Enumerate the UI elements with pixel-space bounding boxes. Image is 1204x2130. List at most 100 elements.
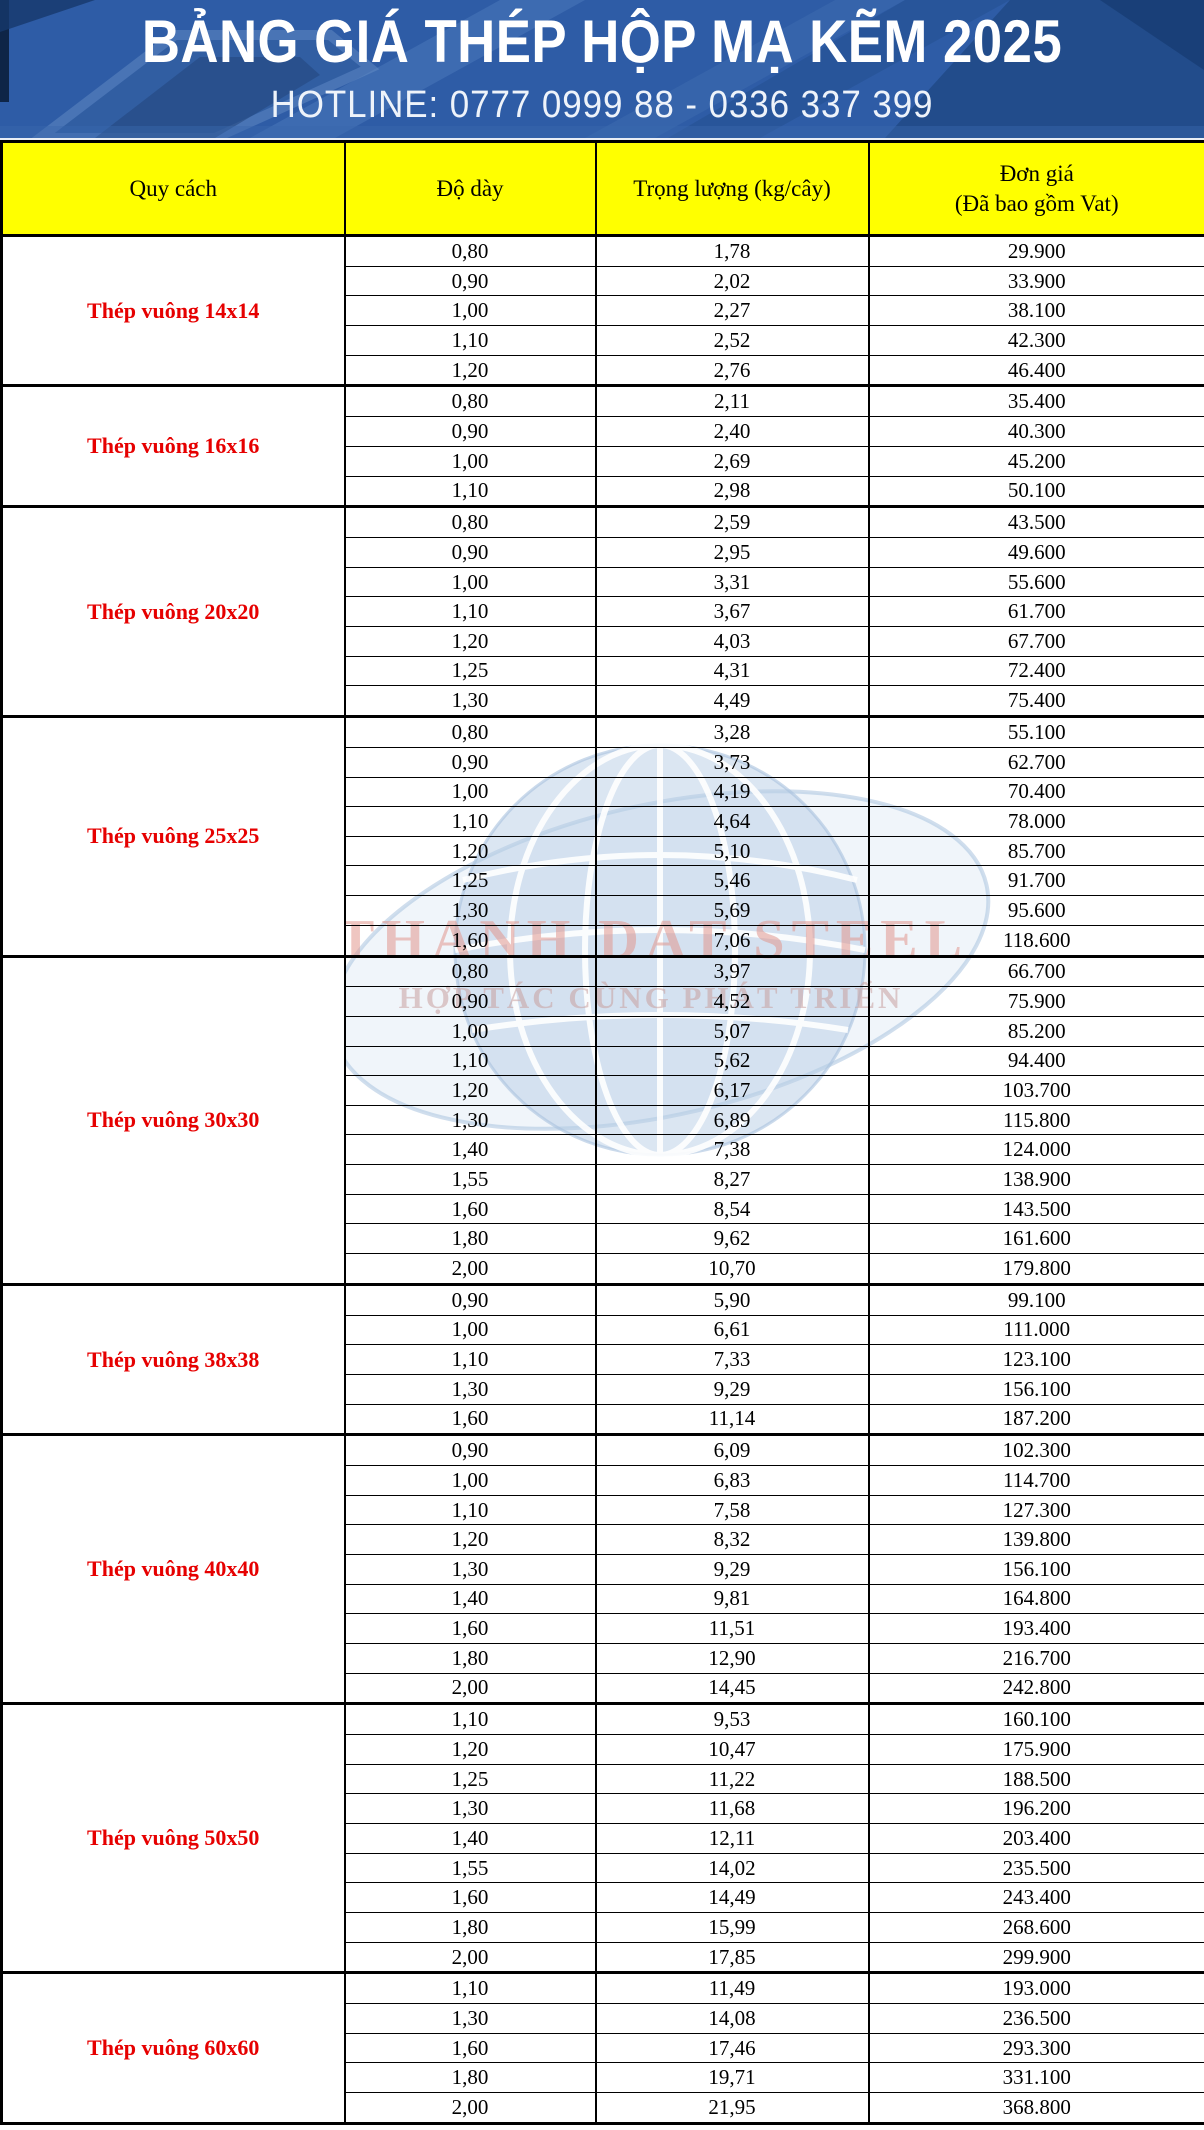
weight-cell: 10,47	[594, 1734, 870, 1765]
thickness-cell: 1,20	[343, 835, 597, 867]
thickness-cell: 0,90	[343, 746, 597, 778]
table-row: 1,20 4,03 67.700	[2, 626, 1204, 657]
thickness-cell: 1,80	[343, 1642, 597, 1674]
thickness-cell: 1,60	[343, 1613, 597, 1644]
price-cell: 85.700	[867, 835, 1204, 867]
weight-cell: 6,89	[594, 1104, 870, 1136]
weight-cell: 2,76	[594, 354, 870, 387]
price-cell: 193.000	[867, 1971, 1204, 2005]
price-cell: 91.700	[867, 865, 1204, 897]
price-cell: 62.700	[867, 746, 1204, 778]
price-cell: 331.100	[867, 2062, 1204, 2094]
weight-cell: 3,28	[594, 715, 870, 748]
price-cell: 193.400	[867, 1613, 1204, 1644]
weight-cell: 9,29	[594, 1373, 870, 1405]
header-price: Đơn giá (Đã bao gồm Vat)	[867, 140, 1204, 237]
table-row: 0,90 2,95 49.600	[2, 537, 1204, 568]
table-row: 1,30 11,68 196.200	[2, 1793, 1204, 1825]
price-cell: 85.200	[867, 1015, 1204, 1047]
thickness-cell: 1,25	[343, 655, 597, 687]
price-table-body: Thép vuông 14x14 0,80 1,78 29.900 0,90 2,02 33…	[0, 233, 1204, 2124]
price-cell: 235.500	[867, 1852, 1204, 1884]
thickness-cell: 0,80	[343, 505, 597, 539]
banner-title: BẢNG GIÁ THÉP HỘP MẠ KẼM 2025	[141, 8, 1063, 75]
price-cell: 66.700	[867, 954, 1204, 988]
table-row: Thép vuông 50x50 1,10 9,53 160.100	[0, 1702, 1204, 1974]
table-row: 2,00 21,95 368.800	[2, 2092, 1204, 2124]
price-cell: 115.800	[867, 1104, 1204, 1136]
price-cell: 164.800	[867, 1583, 1204, 1615]
price-cell: 187.200	[867, 1403, 1204, 1436]
thickness-cell: 1,55	[343, 1164, 597, 1195]
price-cell: 55.100	[867, 715, 1204, 748]
thickness-cell: 0,90	[343, 416, 597, 447]
weight-cell: 5,46	[594, 865, 870, 897]
weight-cell: 11,49	[594, 1971, 870, 2005]
price-cell: 203.400	[867, 1823, 1204, 1854]
price-cell: 138.900	[867, 1164, 1204, 1195]
table-row: 1,00 6,83 114.700	[2, 1465, 1204, 1496]
price-cell: 114.700	[867, 1465, 1204, 1496]
price-cell: 243.400	[867, 1882, 1204, 1913]
price-cell: 46.400	[867, 354, 1204, 387]
weight-cell: 2,98	[594, 475, 870, 508]
thickness-cell: 1,30	[343, 895, 597, 926]
thickness-cell: 1,00	[343, 776, 597, 808]
table-row: Thép vuông 25x25 0,80 3,28 55.100	[0, 715, 1204, 957]
banner: BẢNG GIÁ THÉP HỘP MẠ KẼM 2025 HOTLINE: 0…	[0, 0, 1204, 138]
weight-cell: 5,69	[594, 895, 870, 926]
weight-cell: 1,78	[594, 234, 870, 267]
thickness-cell: 2,00	[343, 2092, 597, 2124]
thickness-cell: 1,40	[343, 1583, 597, 1615]
thickness-cell: 1,60	[343, 1882, 597, 1913]
thickness-cell: 1,20	[343, 1075, 597, 1106]
price-cell: 175.900	[867, 1734, 1204, 1765]
weight-cell: 2,27	[594, 295, 870, 327]
thickness-cell: 1,30	[343, 1554, 597, 1585]
thickness-cell: 1,10	[343, 325, 597, 356]
price-cell: 50.100	[867, 475, 1204, 508]
weight-cell: 9,62	[594, 1223, 870, 1255]
price-cell: 38.100	[867, 295, 1204, 327]
thickness-cell: 1,80	[343, 1911, 597, 1943]
table-row: 1,00 3,31 55.600	[2, 566, 1204, 598]
thickness-cell: 1,60	[343, 924, 597, 957]
thickness-cell: 1,00	[343, 1015, 597, 1047]
spec-group-label: Thép vuông 38x38	[0, 1282, 346, 1436]
thickness-cell: 1,10	[343, 806, 597, 837]
weight-cell: 3,67	[594, 596, 870, 628]
thickness-cell: 1,30	[343, 1104, 597, 1136]
price-cell: 29.900	[867, 234, 1204, 267]
price-cell: 33.900	[867, 265, 1204, 297]
thickness-cell: 1,10	[343, 1702, 597, 1736]
weight-cell: 3,97	[594, 954, 870, 988]
weight-cell: 6,83	[594, 1465, 870, 1496]
thickness-cell: 0,90	[343, 986, 597, 1017]
price-cell: 118.600	[867, 924, 1204, 957]
weight-cell: 14,49	[594, 1882, 870, 1913]
weight-cell: 7,58	[594, 1494, 870, 1526]
spec-group-label: Thép vuông 25x25	[0, 715, 346, 957]
price-table: Quy cách Độ dày Trọng lượng (kg/cây) Đơn…	[0, 140, 1204, 2125]
price-cell: 236.500	[867, 2003, 1204, 2034]
weight-cell: 6,09	[594, 1433, 870, 1467]
thickness-cell: 1,10	[343, 475, 597, 508]
weight-cell: 5,07	[594, 1015, 870, 1047]
price-cell: 139.800	[867, 1524, 1204, 1556]
price-cell: 94.400	[867, 1045, 1204, 1077]
thickness-cell: 1,10	[343, 1045, 597, 1077]
weight-cell: 2,95	[594, 537, 870, 568]
thickness-cell: 1,00	[343, 1314, 597, 1346]
weight-cell: 3,31	[594, 566, 870, 598]
table-row: 1,10 7,33 123.100	[2, 1344, 1204, 1375]
price-cell: 216.700	[867, 1642, 1204, 1674]
thickness-cell: 1,25	[343, 865, 597, 897]
weight-cell: 7,33	[594, 1344, 870, 1375]
weight-cell: 17,85	[594, 1941, 870, 1974]
table-row: 1,10 2,98 50.100	[2, 475, 1204, 508]
thickness-cell: 1,60	[343, 2032, 597, 2064]
table-row: Thép vuông 40x40 0,90 6,09 102.300	[0, 1433, 1204, 1705]
price-cell: 72.400	[867, 655, 1204, 687]
weight-cell: 6,61	[594, 1314, 870, 1346]
header-spec: Quy cách	[0, 140, 346, 237]
